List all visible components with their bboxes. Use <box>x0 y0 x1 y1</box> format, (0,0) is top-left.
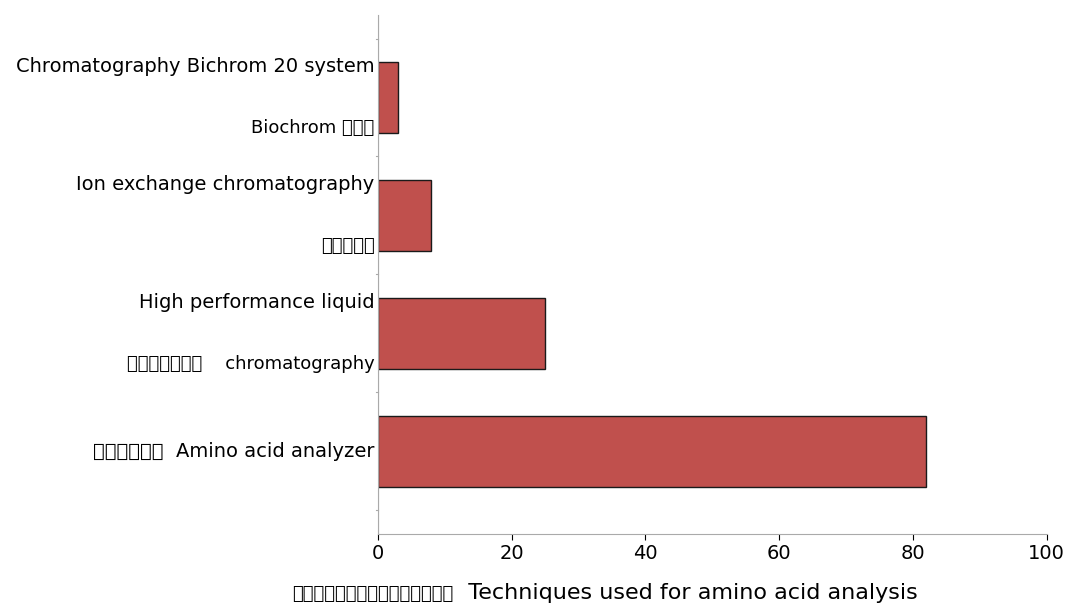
Text: Techniques used for amino acid analysis: Techniques used for amino acid analysis <box>454 582 917 603</box>
Text: 数据样本中用到的氨基酸分析技术: 数据样本中用到的氨基酸分析技术 <box>293 585 454 603</box>
Text: 氨基酸分析仪  Amino acid analyzer: 氨基酸分析仪 Amino acid analyzer <box>93 442 375 461</box>
Text: 离子色谱法: 离子色谱法 <box>321 237 375 255</box>
Bar <box>378 62 397 133</box>
Text: Biochrom 色谱法: Biochrom 色谱法 <box>252 119 375 137</box>
Text: Ion exchange chromatography: Ion exchange chromatography <box>77 175 375 194</box>
Text: Chromatography Bichrom 20 system: Chromatography Bichrom 20 system <box>16 57 375 76</box>
Bar <box>378 180 431 251</box>
Text: 高效液相色谱法    chromatography: 高效液相色谱法 chromatography <box>126 354 375 373</box>
Bar <box>378 298 545 368</box>
Bar <box>378 416 927 486</box>
Text: High performance liquid: High performance liquid <box>139 293 375 312</box>
